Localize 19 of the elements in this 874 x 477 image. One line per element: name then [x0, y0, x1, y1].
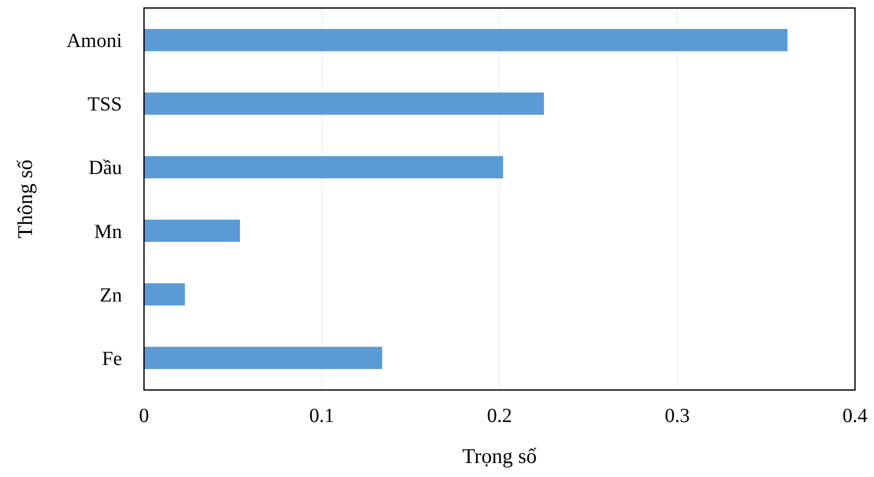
y-tick-label: Dầu [88, 157, 122, 180]
y-tick-label: TSS [88, 94, 122, 116]
x-tick-label: 0.4 [842, 405, 868, 427]
y-tick-label: Zn [100, 284, 122, 306]
bar [144, 283, 185, 306]
x-tick-label: 0 [139, 405, 149, 427]
y-tick-label: Mn [94, 220, 122, 243]
y-axis-title: Thông số [13, 159, 37, 238]
x-tick-label: 0.2 [487, 405, 512, 427]
x-tick-label: 0.1 [309, 405, 334, 427]
x-tick-label: 0.3 [664, 405, 690, 427]
y-tick-label: Fe [102, 348, 122, 370]
bar [144, 346, 382, 370]
bar [144, 92, 544, 115]
bar [144, 28, 788, 52]
bar [144, 156, 504, 178]
y-tick-label: Amoni [66, 30, 122, 52]
bar [144, 220, 240, 242]
x-axis-title: Trọng số [462, 444, 538, 468]
